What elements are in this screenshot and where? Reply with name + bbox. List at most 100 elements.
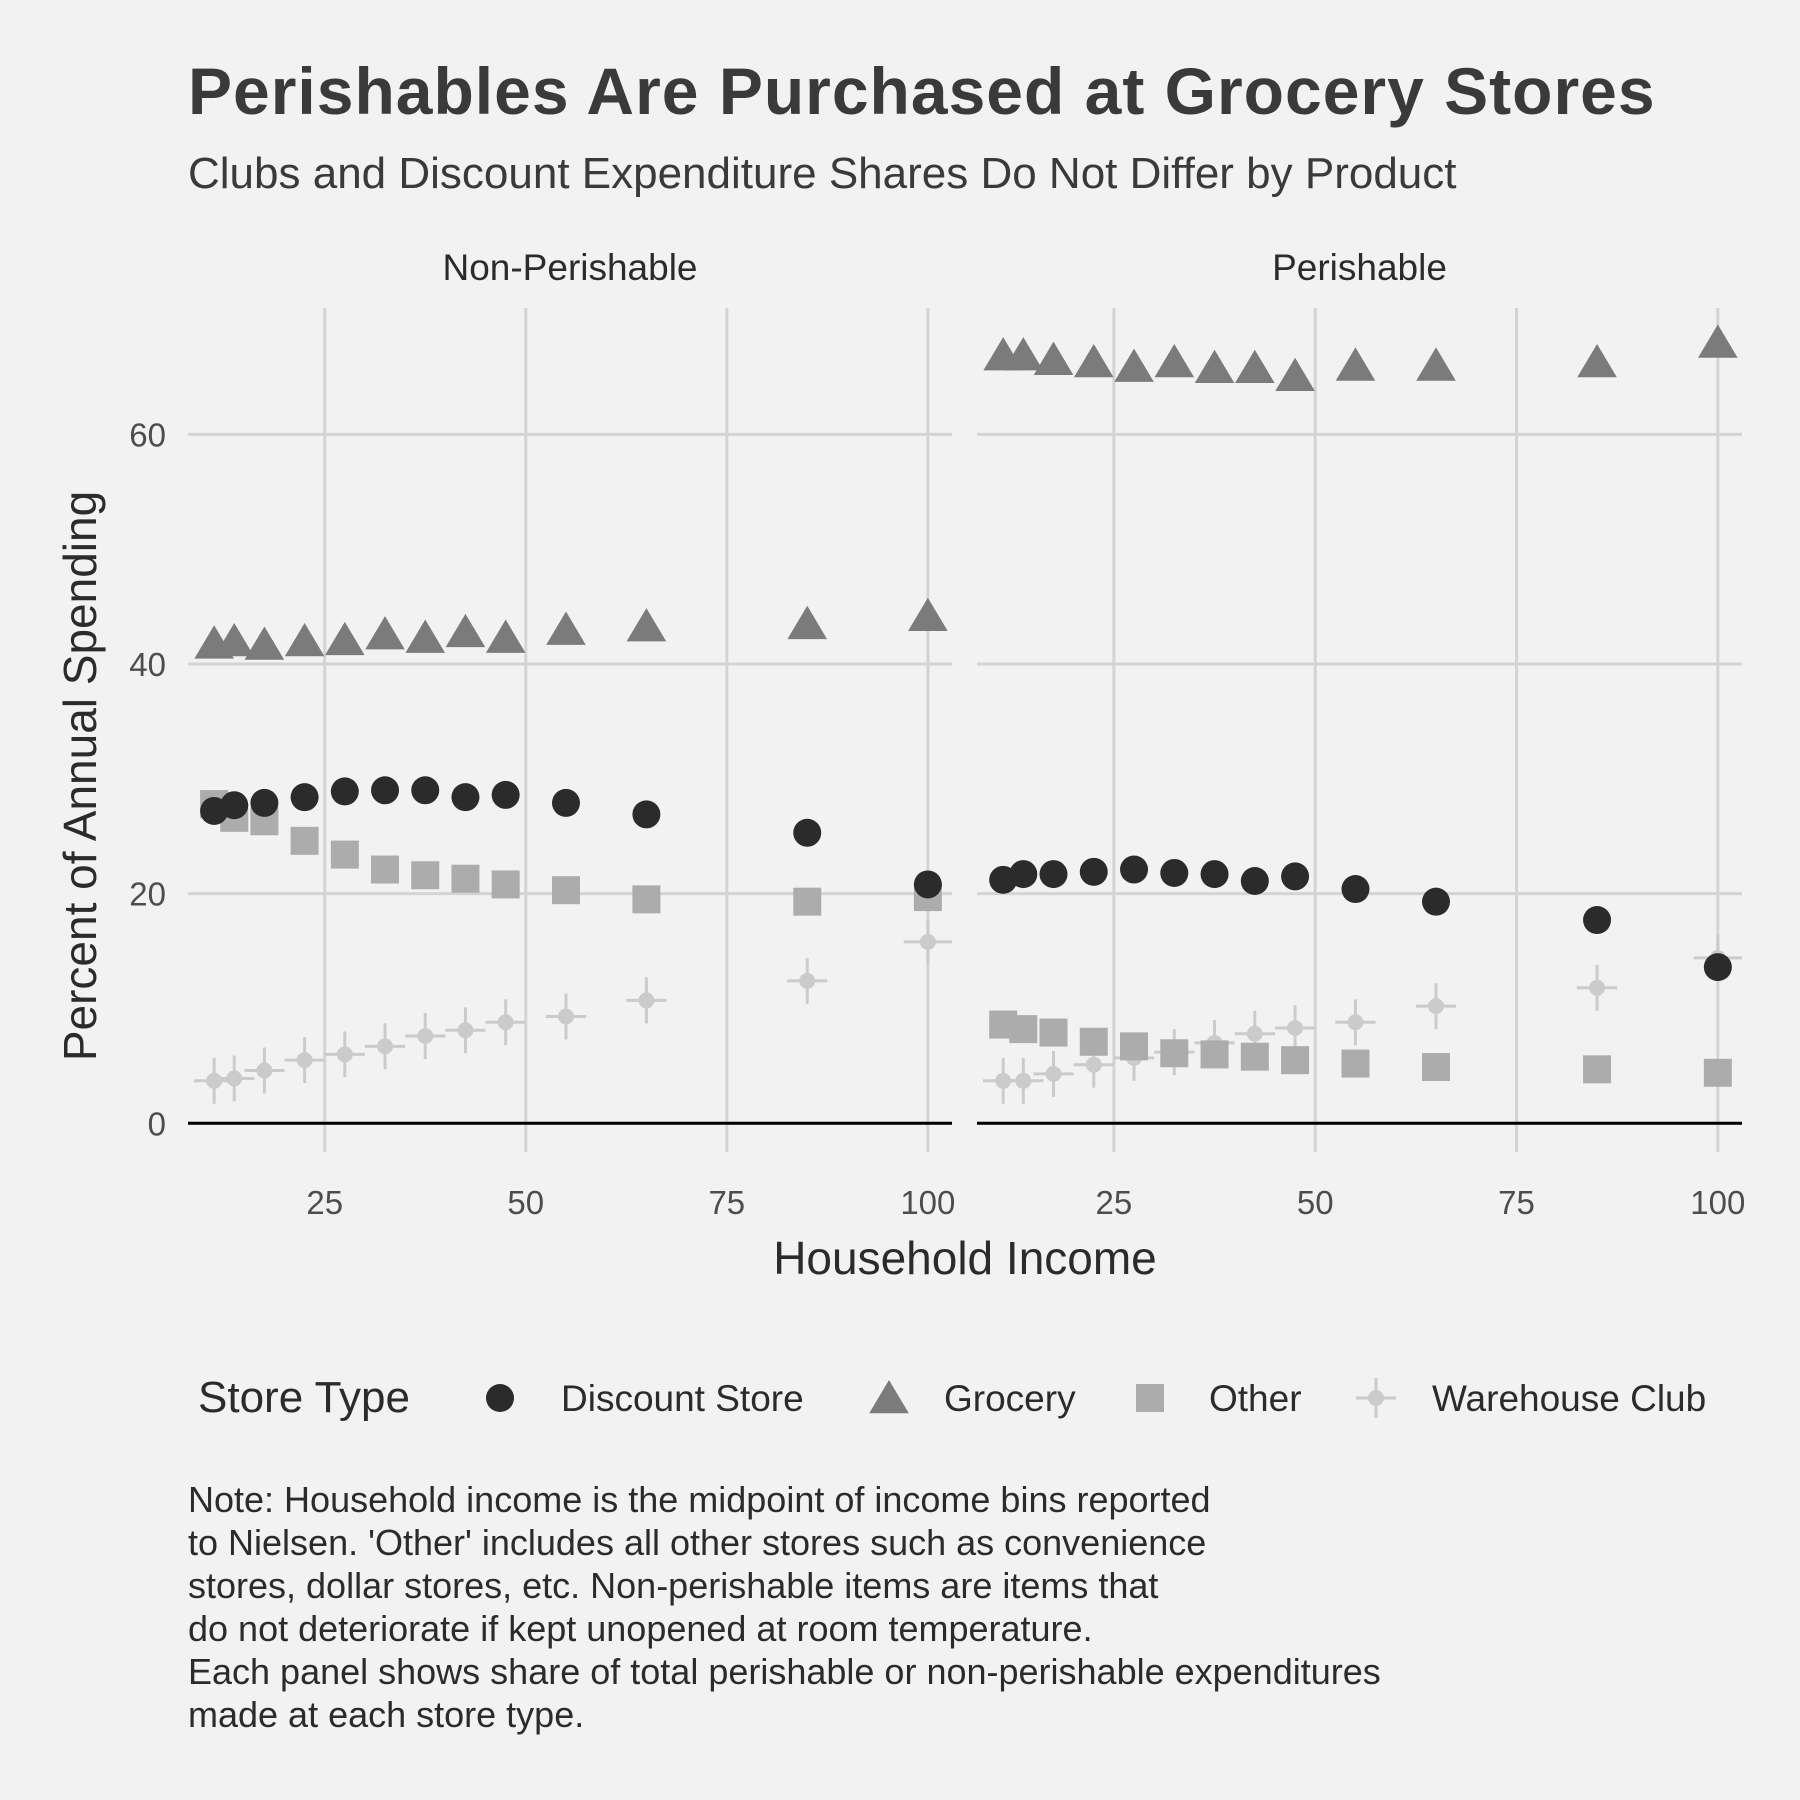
data-point [1287,1019,1304,1036]
caption-line: Note: Household income is the midpoint o… [188,1479,1211,1520]
series-discount-store [989,855,1732,982]
x-tick-label: 50 [1297,1184,1334,1221]
data-point [371,776,400,805]
data-point [1039,860,1068,889]
data-point [220,791,249,820]
data-point [330,840,359,869]
series-grocery [983,324,1738,392]
data-point [632,885,661,914]
data-point [256,1062,273,1079]
data-point [206,1072,223,1089]
data-point [1120,1032,1149,1061]
data-point [1200,860,1229,889]
data-point [1281,862,1310,891]
data-point [1347,1014,1364,1031]
data-point [551,876,580,905]
data-point [1275,357,1315,392]
legend-key [1136,1384,1164,1412]
data-point [1583,1055,1612,1084]
legend-item-grocery: Grocery [869,1378,1076,1419]
data-point [365,616,405,650]
data-point [1015,1072,1032,1089]
data-point [551,788,580,817]
data-point [1154,343,1195,378]
data-point [799,972,816,989]
data-point [1416,347,1456,381]
y-tick-label: 0 [148,1105,166,1142]
data-point [485,619,526,653]
panel-non-perishable: Non-Perishable 25 50 75 100 [188,247,955,1221]
data-point [1073,343,1114,378]
panel-strip-label: Non-Perishable [442,247,697,288]
data-point [1079,1027,1108,1056]
data-point [214,623,255,657]
data-point [244,626,285,660]
legend-key [869,1380,909,1414]
legend-label: Discount Store [561,1378,804,1419]
legend-label: Warehouse Club [1432,1378,1706,1419]
x-axis-title: Household Income [773,1232,1157,1284]
data-point [1160,858,1189,887]
data-point [290,826,319,855]
data-point [284,623,325,657]
data-point [1194,349,1235,384]
data-point [497,1014,514,1031]
data-point [451,783,480,812]
data-point [1428,998,1444,1015]
caption: Note: Household income is the midpoint o… [188,1479,1381,1735]
series-warehouse-club [194,918,952,1104]
data-point [417,1028,434,1045]
data-point [557,1008,574,1025]
data-point [1589,979,1606,996]
data-point [226,1070,243,1087]
series-warehouse-club [983,934,1742,1104]
chart-title: Perishables Are Purchased at Grocery Sto… [188,54,1656,128]
data-point [1079,857,1108,886]
data-point [491,780,520,809]
data-point [793,818,822,847]
data-point [1240,867,1269,896]
data-point [411,861,440,890]
data-point [919,933,936,950]
caption-line: made at each store type. [188,1694,584,1735]
legend-item-other: Other [1136,1378,1302,1419]
data-point [1335,347,1376,381]
caption-line: Each panel shows share of total perishab… [188,1651,1381,1692]
data-point [1698,324,1738,358]
data-point [250,788,279,817]
x-tick-label: 25 [306,1184,343,1221]
caption-line: do not deteriorate if kept unopened at r… [188,1608,1093,1649]
data-point [296,1052,313,1069]
data-point [787,605,828,640]
data-point [411,776,440,805]
y-tick-label: 60 [129,416,166,453]
x-tick-label: 50 [507,1184,544,1221]
chart-subtitle: Clubs and Discount Expenditure Shares Do… [188,149,1457,198]
series-discount-store [200,776,942,899]
data-point [1045,1065,1062,1082]
data-point [491,870,520,899]
data-point [1009,860,1038,889]
data-point [908,597,948,632]
legend-label: Grocery [944,1378,1076,1419]
data-point [371,855,400,884]
series-other [989,1010,1732,1087]
legend-item-warehouse-club: Warehouse Club [1356,1378,1706,1419]
data-point [632,800,661,829]
data-point [1422,887,1450,916]
data-point [1235,349,1275,384]
data-point [325,621,365,656]
legend: Store Type Discount Store Grocery Other War… [198,1373,1706,1422]
x-tick-label: 75 [1498,1184,1535,1221]
caption-line: stores, dollar stores, etc. Non-perishab… [188,1565,1158,1606]
y-tick-label: 40 [129,646,166,683]
caption-line: to Nielsen. 'Other' includes all other s… [188,1522,1206,1563]
y-axis-title: Percent of Annual Spending [54,491,106,1061]
data-point [457,1022,474,1039]
data-point [1200,1040,1229,1069]
data-point [1033,341,1074,375]
data-point [913,870,942,899]
data-point [1341,1049,1370,1078]
data-point [405,619,446,653]
